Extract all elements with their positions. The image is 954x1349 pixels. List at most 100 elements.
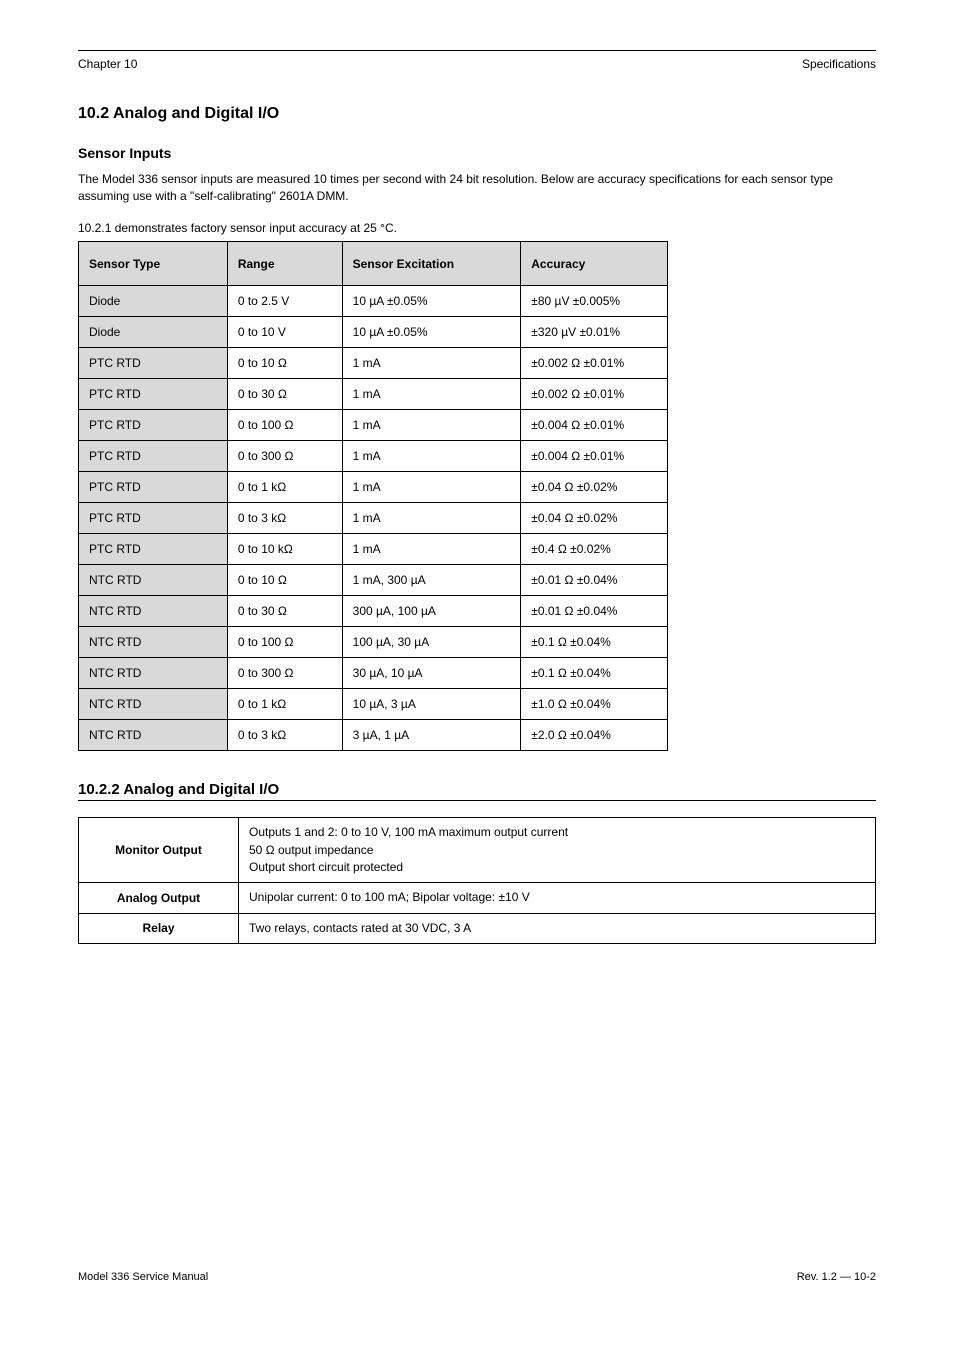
cell-range: 0 to 300 Ω [227,441,342,472]
table-row: RelayTwo relays, contacts rated at 30 VD… [79,913,876,943]
cell-type: NTC RTD [79,720,228,751]
io-row-desc: Unipolar current: 0 to 100 mA; Bipolar v… [239,883,876,913]
cell-accuracy: ±0.004 Ω ±0.01% [521,441,668,472]
table-row: NTC RTD0 to 1 kΩ10 µA, 3 µA±1.0 Ω ±0.04% [79,689,668,720]
cell-range: 0 to 2.5 V [227,286,342,317]
cell-excitation: 300 µA, 100 µA [342,596,521,627]
analog-io-heading: 10.2.2 Analog and Digital I/O [78,781,876,798]
cell-excitation: 3 µA, 1 µA [342,720,521,751]
cell-excitation: 1 mA [342,441,521,472]
cell-accuracy: ±0.002 Ω ±0.01% [521,379,668,410]
table-header-accuracy: Accuracy [521,242,668,286]
cell-range: 0 to 100 Ω [227,410,342,441]
cell-excitation: 30 µA, 10 µA [342,658,521,689]
sensor-accuracy-table: Sensor Type Range Sensor Excitation Accu… [78,241,668,751]
io-row-desc: Outputs 1 and 2: 0 to 10 V, 100 mA maxim… [239,818,876,883]
table-header-type: Sensor Type [79,242,228,286]
cell-accuracy: ±0.01 Ω ±0.04% [521,565,668,596]
table-row: Diode0 to 10 V10 µA ±0.05%±320 µV ±0.01% [79,317,668,348]
cell-accuracy: ±0.04 Ω ±0.02% [521,503,668,534]
cell-range: 0 to 300 Ω [227,658,342,689]
cell-accuracy: ±0.4 Ω ±0.02% [521,534,668,565]
io-row-label: Analog Output [79,883,239,913]
cell-type: NTC RTD [79,658,228,689]
cell-type: NTC RTD [79,596,228,627]
cell-type: NTC RTD [79,689,228,720]
cell-range: 0 to 30 Ω [227,379,342,410]
cell-accuracy: ±0.1 Ω ±0.04% [521,658,668,689]
footer-right: Rev. 1.2 — 10-2 [797,1271,876,1283]
cell-type: PTC RTD [79,441,228,472]
io-row-label: Relay [79,913,239,943]
cell-accuracy: ±0.04 Ω ±0.02% [521,472,668,503]
cell-excitation: 1 mA [342,534,521,565]
table-row: PTC RTD0 to 100 Ω1 mA±0.004 Ω ±0.01% [79,410,668,441]
cell-excitation: 1 mA [342,379,521,410]
table-row: PTC RTD0 to 3 kΩ1 mA±0.04 Ω ±0.02% [79,503,668,534]
cell-type: NTC RTD [79,627,228,658]
header-section: Specifications [802,57,876,71]
sensor-inputs-table-intro: 10.2.1 demonstrates factory sensor input… [78,220,876,237]
cell-range: 0 to 10 Ω [227,565,342,596]
cell-accuracy: ±80 µV ±0.005% [521,286,668,317]
cell-range: 0 to 10 Ω [227,348,342,379]
table-row: PTC RTD0 to 300 Ω1 mA±0.004 Ω ±0.01% [79,441,668,472]
table-row: PTC RTD0 to 10 kΩ1 mA±0.4 Ω ±0.02% [79,534,668,565]
cell-type: Diode [79,317,228,348]
section-title: 10.2 Analog and Digital I/O [78,105,876,123]
cell-excitation: 10 µA, 3 µA [342,689,521,720]
cell-range: 0 to 3 kΩ [227,503,342,534]
cell-type: PTC RTD [79,503,228,534]
cell-range: 0 to 1 kΩ [227,472,342,503]
cell-excitation: 1 mA [342,348,521,379]
footer-left: Model 336 Service Manual [78,1271,208,1283]
cell-type: PTC RTD [79,410,228,441]
cell-accuracy: ±320 µV ±0.01% [521,317,668,348]
cell-range: 0 to 10 V [227,317,342,348]
table-header-range: Range [227,242,342,286]
cell-range: 0 to 100 Ω [227,627,342,658]
table-row: PTC RTD0 to 30 Ω1 mA±0.002 Ω ±0.01% [79,379,668,410]
cell-excitation: 1 mA [342,410,521,441]
cell-accuracy: ±1.0 Ω ±0.04% [521,689,668,720]
cell-range: 0 to 10 kΩ [227,534,342,565]
table-row: NTC RTD0 to 3 kΩ3 µA, 1 µA±2.0 Ω ±0.04% [79,720,668,751]
header-chapter: Chapter 10 [78,57,137,71]
table-row: Analog OutputUnipolar current: 0 to 100 … [79,883,876,913]
cell-type: PTC RTD [79,379,228,410]
cell-accuracy: ±0.002 Ω ±0.01% [521,348,668,379]
sensor-inputs-heading: Sensor Inputs [78,145,876,161]
cell-accuracy: ±0.01 Ω ±0.04% [521,596,668,627]
table-row: NTC RTD0 to 100 Ω100 µA, 30 µA±0.1 Ω ±0.… [79,627,668,658]
table-row: Diode0 to 2.5 V10 µA ±0.05%±80 µV ±0.005… [79,286,668,317]
table-row: PTC RTD0 to 1 kΩ1 mA±0.04 Ω ±0.02% [79,472,668,503]
cell-type: PTC RTD [79,472,228,503]
cell-excitation: 1 mA, 300 µA [342,565,521,596]
cell-range: 0 to 1 kΩ [227,689,342,720]
io-row-label: Monitor Output [79,818,239,883]
cell-excitation: 10 µA ±0.05% [342,286,521,317]
cell-accuracy: ±0.004 Ω ±0.01% [521,410,668,441]
io-row-desc: Two relays, contacts rated at 30 VDC, 3 … [239,913,876,943]
table-row: NTC RTD0 to 10 Ω1 mA, 300 µA±0.01 Ω ±0.0… [79,565,668,596]
table-row: PTC RTD0 to 10 Ω1 mA±0.002 Ω ±0.01% [79,348,668,379]
cell-range: 0 to 3 kΩ [227,720,342,751]
table-row: NTC RTD0 to 300 Ω30 µA, 10 µA±0.1 Ω ±0.0… [79,658,668,689]
cell-type: NTC RTD [79,565,228,596]
table-header-excitation: Sensor Excitation [342,242,521,286]
cell-type: PTC RTD [79,348,228,379]
cell-type: PTC RTD [79,534,228,565]
cell-range: 0 to 30 Ω [227,596,342,627]
sensor-inputs-intro: The Model 336 sensor inputs are measured… [78,171,876,206]
cell-excitation: 1 mA [342,472,521,503]
divider [78,800,876,801]
cell-excitation: 100 µA, 30 µA [342,627,521,658]
cell-type: Diode [79,286,228,317]
table-row: Monitor OutputOutputs 1 and 2: 0 to 10 V… [79,818,876,883]
cell-accuracy: ±0.1 Ω ±0.04% [521,627,668,658]
analog-io-table: Monitor OutputOutputs 1 and 2: 0 to 10 V… [78,817,876,944]
cell-accuracy: ±2.0 Ω ±0.04% [521,720,668,751]
cell-excitation: 1 mA [342,503,521,534]
cell-excitation: 10 µA ±0.05% [342,317,521,348]
table-row: NTC RTD0 to 30 Ω300 µA, 100 µA±0.01 Ω ±0… [79,596,668,627]
